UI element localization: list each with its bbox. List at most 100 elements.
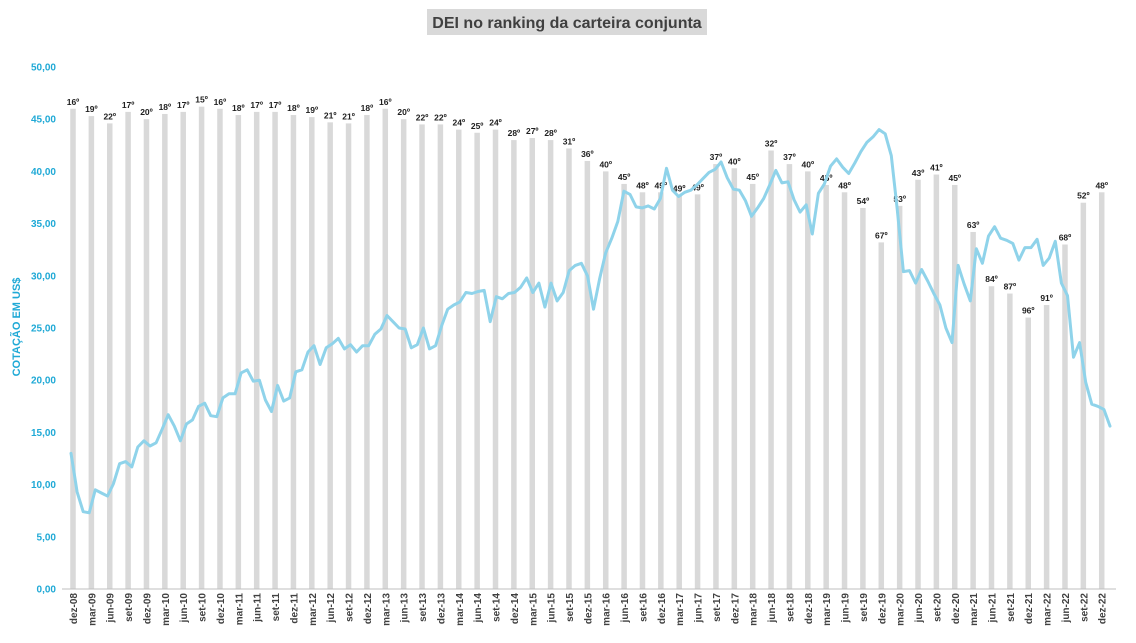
ranking-label: 31º (563, 136, 576, 146)
x-tick-label: dez-08 (69, 593, 80, 625)
ranking-bar (988, 286, 995, 589)
ranking-bar (694, 194, 701, 590)
x-tick-label: mar-19 (822, 593, 833, 626)
x-tick-label: dez-11 (289, 593, 300, 624)
y-tick-label: 30,00 (31, 271, 56, 282)
x-tick-label: mar-18 (749, 593, 760, 626)
ranking-bar (1043, 305, 1050, 589)
x-tick-label: dez-17 (730, 593, 741, 625)
ranking-bar (933, 174, 940, 590)
x-tick-label: mar-21 (969, 593, 980, 626)
ranking-bar (915, 179, 921, 589)
y-tick-label: 5,00 (37, 532, 57, 543)
y-tick-label: 45,00 (31, 115, 56, 126)
ranking-label: 37º (710, 152, 723, 162)
ranking-bar (290, 115, 297, 590)
ranking-bar (713, 164, 719, 590)
ranking-bar (1007, 293, 1013, 589)
x-tick-label: set-16 (638, 593, 649, 622)
y-tick-label: 25,00 (31, 324, 56, 335)
ranking-label: 53º (893, 194, 906, 204)
ranking-bar (952, 184, 958, 590)
ranking-label: 40º (599, 159, 612, 169)
ranking-bar (878, 242, 885, 589)
x-tick-label: dez-20 (951, 593, 962, 625)
x-tick-label: jun-18 (767, 593, 778, 624)
x-tick-label: set-22 (1079, 593, 1090, 622)
ranking-label: 28º (544, 128, 557, 138)
ranking-bar (805, 171, 811, 589)
ranking-label: 40º (802, 159, 815, 169)
ranking-bar (1080, 202, 1087, 589)
ranking-bar (731, 168, 738, 589)
ranking-label: 45º (948, 173, 961, 183)
x-tick-label: set-20 (932, 593, 943, 622)
ranking-label: 18º (287, 103, 300, 113)
ranking-bar (860, 207, 866, 589)
ranking-label: 87º (1004, 282, 1017, 292)
x-tick-label: jun-12 (326, 593, 337, 624)
ranking-bar (327, 122, 333, 589)
x-tick-label: mar-14 (455, 593, 466, 626)
ranking-bar (768, 150, 774, 589)
x-tick-label: dez-09 (142, 593, 153, 625)
x-tick-label: jun-20 (914, 593, 925, 624)
ranking-bar (309, 117, 315, 589)
x-tick-label: dez-14 (510, 593, 521, 625)
x-tick-label: dez-21 (1024, 593, 1035, 625)
ranking-bar (970, 231, 976, 589)
ranking-bar (364, 115, 370, 590)
y-tick-label: 0,00 (37, 585, 57, 596)
ranking-label: 24º (489, 118, 502, 128)
ranking-label: 52º (1077, 191, 1090, 201)
chart-title: DEI no ranking da carteira conjunta (432, 15, 701, 32)
ranking-label: 21º (342, 111, 355, 121)
x-tick-label: mar-09 (87, 593, 98, 626)
ranking-label: 91º (1040, 293, 1053, 303)
ranking-bar (162, 113, 168, 589)
ranking-label: 45º (746, 172, 759, 182)
ranking-bar (345, 123, 352, 589)
price-line (69, 128, 1112, 515)
ranking-bar (88, 116, 95, 590)
ranking-label: 49º (691, 182, 704, 192)
x-tick-label: mar-17 (675, 593, 686, 626)
ranking-bar (400, 119, 407, 589)
chart-title-box (427, 9, 707, 35)
ranking-bar (492, 129, 499, 589)
x-axis-ticks: dez-08 mar-09 jun-09 set-09 dez-09 mar-10 jun-… (69, 593, 1109, 626)
x-tick-label: jun-19 (841, 593, 852, 624)
y-axis-ticks: 0,00 5,00 10,00 15,00 20,00 25,00 30,00 35,00 40… (31, 63, 56, 596)
ranking-label: 63º (967, 220, 980, 230)
ranking-label: 84º (985, 274, 998, 284)
ranking-bar (235, 115, 242, 590)
x-tick-label: set-21 (1006, 593, 1017, 622)
ranking-label: 37º (783, 152, 796, 162)
y-tick-label: 50,00 (31, 63, 56, 74)
ranking-bar (143, 119, 150, 589)
ranking-label: 68º (1059, 232, 1072, 242)
ranking-label: 24º (452, 118, 465, 128)
ranking-bar (547, 140, 554, 589)
x-tick-label: jun-16 (620, 593, 631, 624)
ranking-bar (253, 111, 260, 589)
x-tick-label: dez-18 (804, 593, 815, 625)
x-tick-label: dez-13 (436, 593, 447, 625)
ranking-bar (529, 137, 535, 589)
x-tick-label: set-19 (859, 593, 870, 622)
x-tick-label: jun-22 (1061, 593, 1072, 624)
ranking-bar (1098, 192, 1105, 589)
x-tick-label: mar-20 (896, 593, 907, 626)
ranking-label: 17º (122, 100, 135, 110)
x-tick-label: mar-13 (381, 593, 392, 626)
ranking-bar (749, 183, 756, 590)
x-tick-label: set-17 (712, 593, 723, 622)
ranking-bar (1025, 317, 1031, 589)
ranking-label: 54º (857, 196, 870, 206)
x-tick-label: jun-10 (179, 593, 190, 624)
ranking-label: 22º (103, 111, 116, 121)
ranking-bar (639, 192, 646, 589)
ranking-bar (198, 106, 205, 589)
y-tick-label: 10,00 (31, 480, 56, 491)
ranking-label: 21º (324, 110, 337, 120)
